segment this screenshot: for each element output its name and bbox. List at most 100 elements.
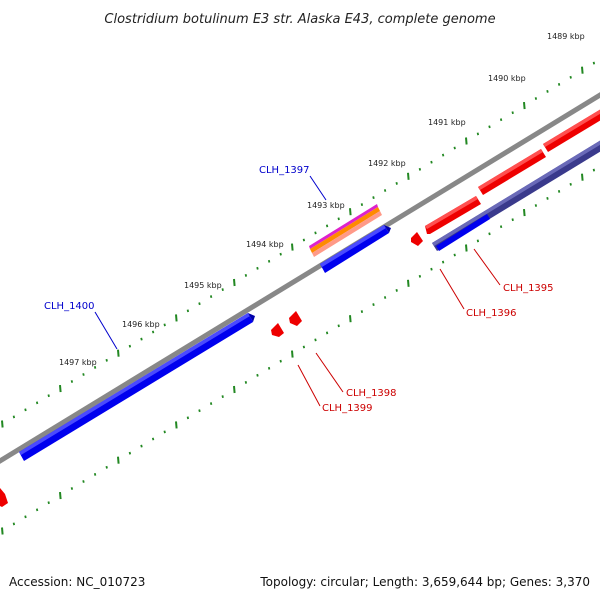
tick-mark <box>233 278 236 287</box>
tick-label: 1496 kbp <box>122 320 160 329</box>
tick-mark <box>12 522 16 526</box>
tick-mark <box>476 239 480 243</box>
tick-mark <box>186 416 190 420</box>
tick-mark <box>105 358 108 362</box>
gene-clh-1397-feature-stripes <box>309 204 382 257</box>
tick-mark <box>256 266 259 270</box>
tick-mark <box>93 472 97 476</box>
gene-clh-1397-blue[interactable] <box>320 225 391 273</box>
gene-label-clh-1400: CLH_1400 <box>44 301 95 312</box>
tick-mark <box>47 394 50 398</box>
tick-mark <box>534 204 538 207</box>
tick-mark <box>523 102 526 110</box>
tick-mark <box>372 196 375 200</box>
tick-mark <box>349 208 352 216</box>
tick-mark <box>499 118 503 122</box>
gene-leader-lines <box>94 175 501 407</box>
tick-mark <box>244 273 248 277</box>
tick-mark <box>441 153 445 157</box>
tick-label: 1489 kbp <box>547 32 585 41</box>
tick-mark <box>209 295 213 299</box>
tick-mark <box>488 232 491 236</box>
tick-mark <box>221 395 224 399</box>
tick-mark <box>117 349 120 357</box>
tick-mark <box>35 401 39 405</box>
tick-mark <box>592 168 596 172</box>
tick-mark <box>581 66 584 74</box>
tick-mark <box>291 243 294 251</box>
gene-clh-1396[interactable] <box>432 137 600 251</box>
tick-mark <box>82 480 85 483</box>
tick-mark <box>325 331 329 335</box>
tick-mark <box>511 218 514 222</box>
gene-clh-1399[interactable] <box>271 323 284 337</box>
tick-mark <box>59 385 62 393</box>
tick-mark <box>453 253 456 257</box>
tick-mark <box>395 288 398 292</box>
tick-mark <box>279 252 282 256</box>
tick-mark <box>476 132 480 136</box>
tick-labels: 1489 kbp 1490 kbp 1491 kbp 1492 kbp 1493 kbp… <box>59 32 585 367</box>
tick-mark <box>569 182 572 186</box>
gene-small-red[interactable] <box>411 232 423 246</box>
tick-mark <box>407 279 410 287</box>
tick-label: 1493 kbp <box>307 201 345 210</box>
tick-mark <box>244 380 248 384</box>
gene-label-clh-1395: CLH_1395 <box>503 283 554 294</box>
tick-mark <box>128 344 132 348</box>
tick-mark <box>430 160 433 164</box>
gene-clh-1400[interactable] <box>19 313 255 461</box>
tick-mark <box>592 61 596 65</box>
tick-label: 1492 kbp <box>368 159 406 168</box>
tick-mark <box>105 465 108 469</box>
tick-mark <box>511 111 514 115</box>
tick-mark <box>430 267 433 271</box>
tick-row-outer <box>1 61 596 428</box>
tick-mark <box>1 527 4 535</box>
tick-mark <box>267 259 271 263</box>
tick-mark <box>372 303 375 307</box>
tick-mark <box>557 82 561 86</box>
tick-mark <box>465 137 468 145</box>
tick-mark <box>314 231 317 235</box>
gene-edge-red[interactable] <box>0 488 8 507</box>
tick-mark <box>267 366 271 370</box>
tick-mark <box>233 385 236 394</box>
genome-backbone <box>0 92 600 464</box>
tick-mark <box>12 415 16 419</box>
gene-clh-1395[interactable] <box>425 106 600 234</box>
tick-mark <box>314 338 317 342</box>
tick-mark <box>70 487 74 490</box>
gene-clh-1398[interactable] <box>289 311 302 326</box>
tick-mark <box>24 408 27 412</box>
tick-mark <box>441 260 445 264</box>
tick-mark <box>557 189 561 193</box>
tick-mark <box>1 420 4 428</box>
gene-label-clh-1397: CLH_1397 <box>259 165 310 176</box>
tick-mark <box>198 409 201 413</box>
gene-label-clh-1398: CLH_1398 <box>346 388 397 399</box>
tick-mark <box>59 492 62 500</box>
gene-label-clh-1396: CLH_1396 <box>466 308 517 319</box>
tick-mark <box>279 359 282 363</box>
tick-mark <box>546 89 549 93</box>
gene-label-clh-1399: CLH_1399 <box>322 403 373 414</box>
tick-mark <box>325 224 329 228</box>
tick-mark <box>569 75 572 79</box>
tick-mark <box>93 365 97 369</box>
tick-mark <box>302 238 306 242</box>
tick-mark <box>175 421 178 429</box>
tick-mark <box>140 444 143 448</box>
tick-label: 1494 kbp <box>246 240 284 249</box>
tick-mark <box>302 345 306 349</box>
tick-mark <box>337 324 340 328</box>
tick-mark <box>151 330 155 334</box>
tick-mark <box>24 515 27 519</box>
accession-text: Accession: NC_010723 <box>9 575 146 589</box>
map-title: Clostridium botulinum E3 str. Alaska E43… <box>104 12 495 27</box>
tick-mark <box>337 217 340 221</box>
tick-mark <box>360 203 364 207</box>
tick-label: 1491 kbp <box>428 118 466 127</box>
tick-mark <box>221 288 224 292</box>
